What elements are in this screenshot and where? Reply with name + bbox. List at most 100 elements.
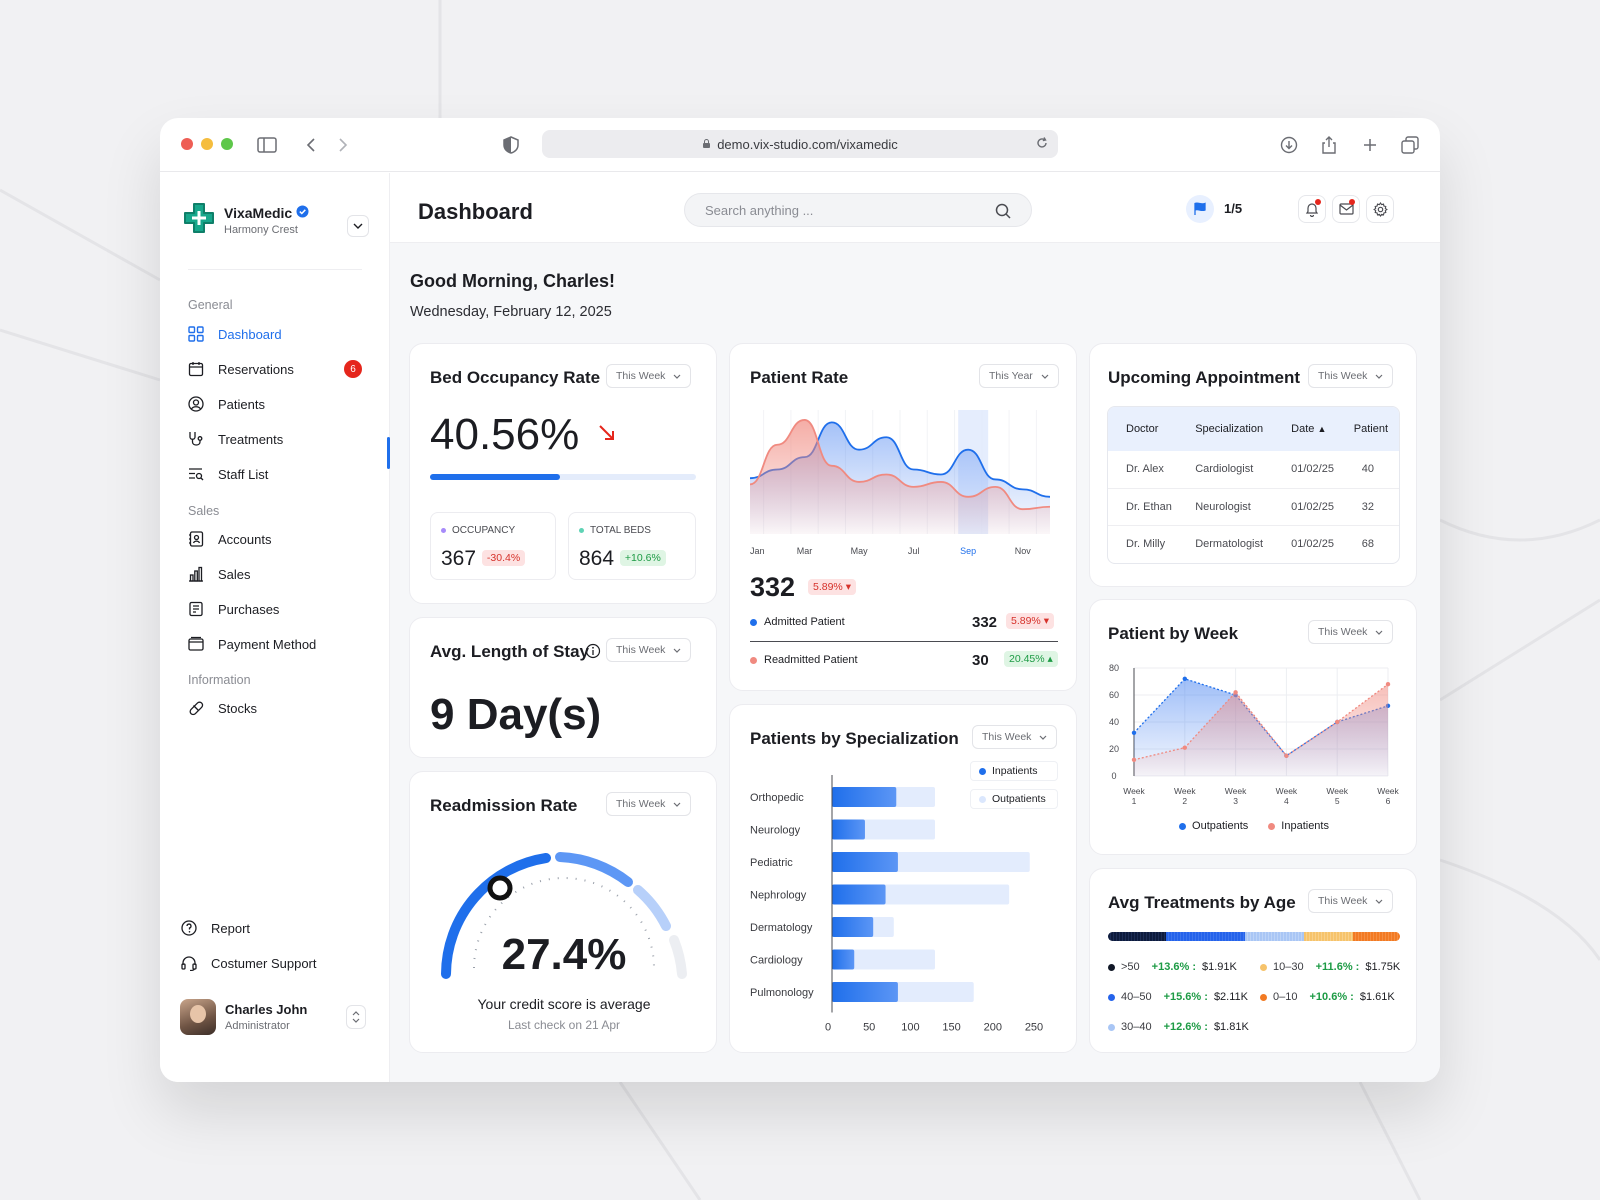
privacy-shield-icon[interactable]: [500, 134, 522, 156]
stat-label: OCCUPANCY: [452, 525, 516, 536]
sidebar-toggle-icon[interactable]: [256, 134, 278, 156]
legend-inpatients: Inpatients: [1268, 820, 1329, 832]
period-select[interactable]: This Year: [979, 364, 1059, 388]
minimize-window-button[interactable]: [201, 138, 213, 150]
reload-icon[interactable]: [1036, 136, 1048, 153]
sidebar-item-report[interactable]: Report: [181, 914, 355, 942]
sidebar-item-sales[interactable]: Sales: [188, 560, 362, 588]
line-readmitted-patient: [750, 419, 1051, 511]
patient-total: 332: [750, 572, 796, 602]
close-window-button[interactable]: [181, 138, 193, 150]
sidebar-item-payment-method[interactable]: Payment Method: [188, 630, 362, 658]
messages-button[interactable]: [1332, 195, 1360, 223]
x-tick-label: May: [851, 546, 869, 556]
age-distribution-bar: [1108, 932, 1400, 941]
occupancy-progress-track: [430, 474, 696, 480]
notifications-button[interactable]: [1298, 195, 1326, 223]
stat-label: TOTAL BEDS: [590, 525, 651, 536]
row-change-badge: 5.89% ▾: [1006, 613, 1054, 629]
table-row[interactable]: Dr. Alex Cardiologist 01/02/25 40: [1108, 451, 1399, 489]
sidebar-item-label: Sales: [218, 566, 251, 582]
legend-outpatients: Outpatients: [1179, 820, 1248, 832]
bar-inpatients: [832, 819, 865, 840]
column-header-date[interactable]: Date ▲: [1283, 407, 1348, 451]
period-select[interactable]: This Week: [972, 725, 1058, 749]
brand-dropdown-button[interactable]: [347, 215, 369, 237]
period-select[interactable]: This Week: [1308, 889, 1394, 913]
user-profile[interactable]: Charles John Administrator: [180, 999, 307, 1035]
change-badge: -30.4%: [481, 550, 526, 566]
greeting-date: Wednesday, February 12, 2025: [410, 304, 612, 320]
x-tick-label: 3: [1233, 796, 1238, 806]
column-header[interactable]: Patient: [1347, 407, 1399, 451]
trend-down-arrow-icon: [599, 425, 614, 440]
period-select[interactable]: This Week: [1308, 364, 1394, 388]
info-icon[interactable]: [585, 643, 601, 659]
y-tick-label: 60: [1109, 690, 1119, 700]
x-tick-label: 100: [901, 1022, 919, 1034]
bar-inpatients: [832, 982, 898, 1002]
sidebar-item-treatments[interactable]: Treatments: [188, 425, 362, 453]
period-select[interactable]: This Week: [606, 792, 692, 816]
share-icon[interactable]: [1318, 134, 1340, 156]
row-label: Readmitted Patient: [764, 654, 858, 666]
sidebar-item-stocks[interactable]: Stocks: [188, 694, 362, 722]
sidebar-item-purchases[interactable]: Purchases: [188, 595, 362, 623]
download-icon[interactable]: [1278, 134, 1300, 156]
data-point: [1182, 676, 1187, 681]
lock-icon: [702, 137, 711, 152]
back-arrow-icon[interactable]: [300, 134, 322, 156]
column-header[interactable]: Specialization: [1189, 407, 1284, 451]
user-menu-toggle[interactable]: [346, 1005, 366, 1029]
sidebar-item-customer-support[interactable]: Costumer Support: [181, 949, 355, 977]
upcoming-appointment-card: Upcoming Appointment This Week Doctor Sp…: [1089, 343, 1417, 587]
period-select[interactable]: This Week: [1308, 620, 1394, 644]
section-general: General: [188, 298, 233, 312]
flag-button[interactable]: [1186, 195, 1214, 223]
table-row[interactable]: Dr. Milly Dermatologist 01/02/25 68: [1108, 525, 1399, 562]
age-change: +12.6% :: [1163, 1021, 1208, 1033]
legend-dot: [441, 528, 446, 533]
readmission-rate-card: Readmission Rate This Week 27.4% Your cr…: [409, 771, 717, 1053]
address-bar[interactable]: demo.vix-studio.com/vixamedic: [542, 130, 1058, 158]
table-row[interactable]: Dr. Ethan Neurologist 01/02/25 32: [1108, 488, 1399, 526]
x-tick-label: 6: [1386, 796, 1391, 806]
period-select[interactable]: This Week: [606, 364, 692, 388]
chevron-up-down-icon: [352, 1011, 360, 1023]
search-input[interactable]: Search anything ...: [684, 193, 1032, 227]
category-label: Orthopedic: [750, 792, 804, 804]
settings-button[interactable]: [1366, 195, 1394, 223]
period-value: This Week: [616, 370, 666, 382]
user-role: Administrator: [225, 1020, 290, 1032]
x-tick-label: 0: [825, 1022, 831, 1034]
sidebar-item-reservations[interactable]: Reservations 6: [188, 355, 362, 383]
category-label: Nephrology: [750, 890, 807, 902]
row-value: 332: [972, 614, 998, 631]
tabs-overview-icon[interactable]: [1399, 134, 1421, 156]
new-tab-plus-icon[interactable]: [1359, 134, 1381, 156]
maximize-window-button[interactable]: [221, 138, 233, 150]
forward-arrow-icon[interactable]: [332, 134, 354, 156]
period-select[interactable]: This Week: [606, 638, 692, 662]
sidebar-item-accounts[interactable]: Accounts: [188, 525, 362, 553]
avatar: [180, 999, 216, 1035]
chevron-down-icon: [1375, 630, 1383, 635]
readmission-value: 27.4%: [501, 930, 627, 979]
notification-badge: 6: [344, 360, 362, 378]
sidebar-item-label: Costumer Support: [211, 955, 317, 971]
sidebar-item-staff-list[interactable]: Staff List: [188, 460, 362, 488]
sidebar-item-label: Dashboard: [218, 326, 282, 342]
y-tick-label: 0: [1111, 771, 1116, 781]
card-title: Readmission Rate: [430, 796, 578, 815]
occupancy-stat: OCCUPANCY 367 -30.4%: [430, 512, 556, 580]
x-tick-label: 250: [1025, 1022, 1043, 1034]
sidebar-item-dashboard[interactable]: Dashboard: [188, 320, 362, 348]
chevron-down-icon: [1041, 374, 1049, 379]
search-icon[interactable]: [995, 203, 1011, 222]
sidebar-item-patients[interactable]: Patients: [188, 390, 362, 418]
card-title: Patients by Specialization: [750, 729, 959, 748]
column-header[interactable]: Doctor: [1108, 407, 1190, 451]
total-change-badge: 5.89% ▾: [808, 579, 856, 595]
legend-dot: [1260, 963, 1267, 971]
patient-rate-chart: Jan Mar May Jul Sep Nov: [750, 410, 1051, 556]
